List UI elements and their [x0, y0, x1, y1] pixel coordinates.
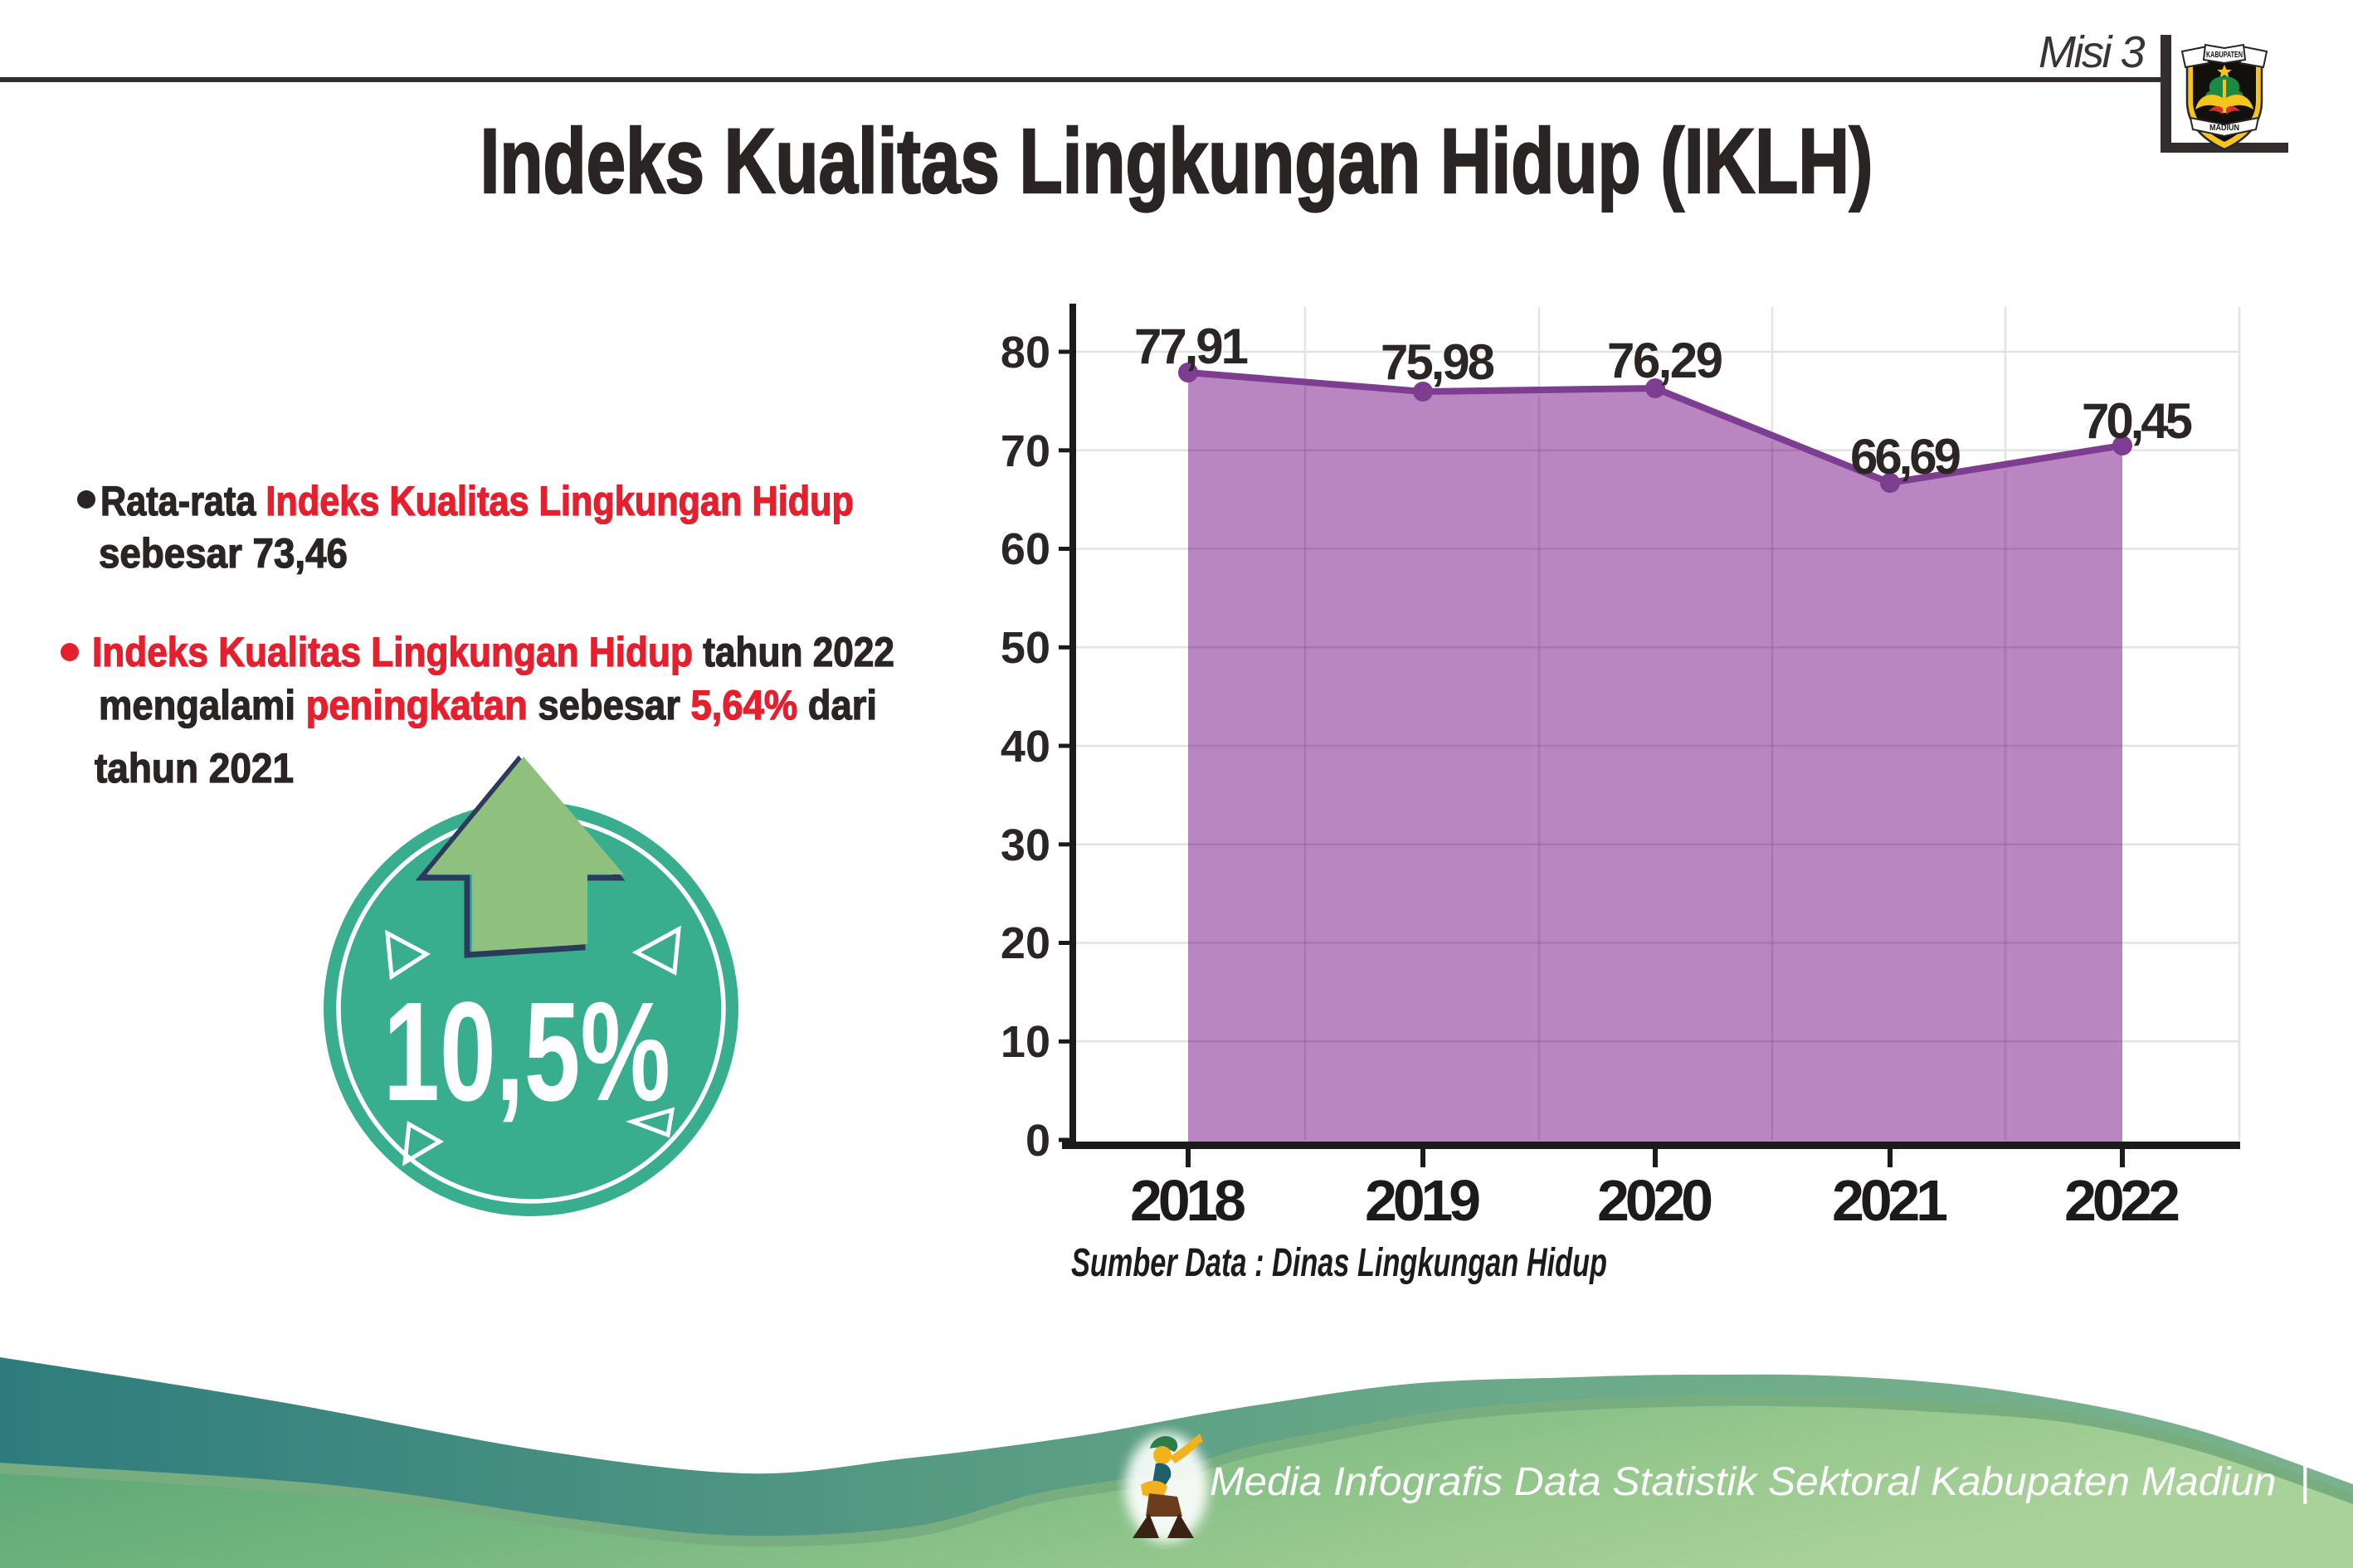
- svg-text:MADIUN: MADIUN: [2209, 124, 2239, 133]
- svg-text:2018: 2018: [1130, 1168, 1246, 1233]
- svg-text:30: 30: [1001, 821, 1050, 870]
- svg-text:10,5%: 10,5%: [383, 973, 670, 1131]
- svg-text:KABUPATEN: KABUPATEN: [2206, 51, 2243, 60]
- svg-text:2020: 2020: [1597, 1168, 1713, 1233]
- svg-text:20: 20: [1001, 918, 1050, 968]
- svg-text:2019: 2019: [1365, 1168, 1481, 1233]
- svg-text:75,98: 75,98: [1381, 334, 1495, 390]
- svg-text:66,69: 66,69: [1850, 429, 1961, 485]
- svg-text:80: 80: [1001, 328, 1050, 377]
- svg-text:10: 10: [1001, 1017, 1050, 1067]
- svg-text:50: 50: [1001, 623, 1050, 673]
- svg-text:2022: 2022: [2064, 1168, 2180, 1233]
- svg-text:2021: 2021: [1832, 1168, 1948, 1233]
- svg-text:0: 0: [1025, 1116, 1050, 1166]
- svg-text:76,29: 76,29: [1607, 333, 1723, 388]
- svg-text:70,45: 70,45: [2082, 393, 2193, 449]
- svg-text:40: 40: [1001, 722, 1050, 772]
- svg-text:70: 70: [1001, 426, 1050, 476]
- svg-text:60: 60: [1001, 524, 1050, 574]
- svg-text:77,91: 77,91: [1134, 319, 1249, 374]
- svg-text:Media Infografis Data Statisti: Media Infografis Data Statistik Sektoral…: [1210, 1460, 2310, 1504]
- svg-text:Sumber Data : Dinas Lingkungan: Sumber Data : Dinas Lingkungan Hidup: [1071, 1241, 1607, 1285]
